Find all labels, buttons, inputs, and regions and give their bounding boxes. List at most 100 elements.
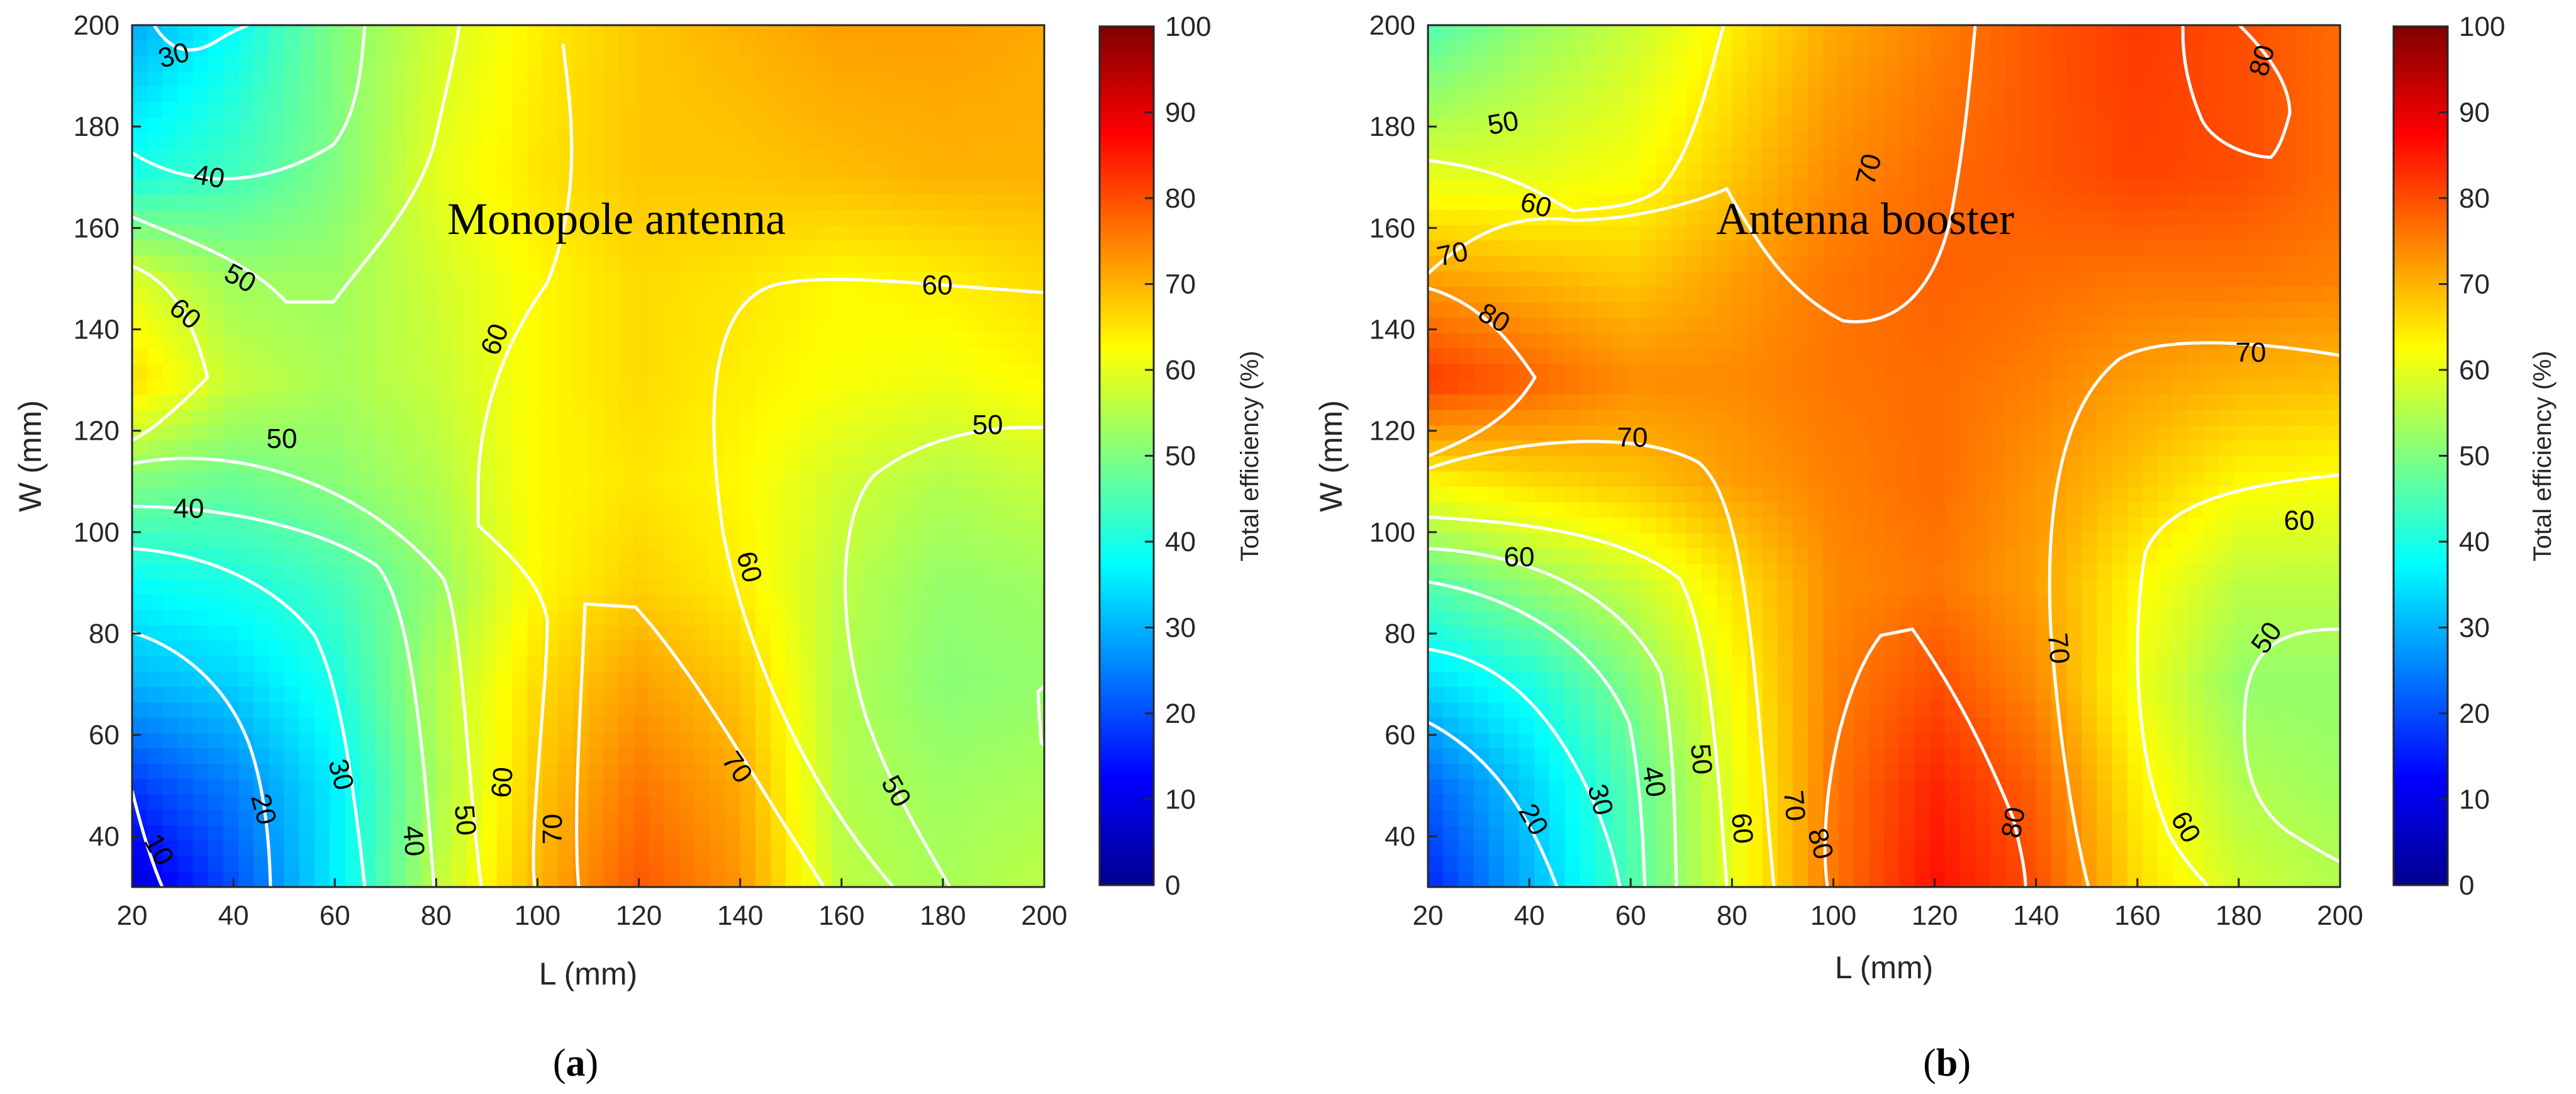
heatmap-cell [694,564,711,580]
heatmap-cell [649,517,665,534]
heatmap-cell [451,209,467,226]
heatmap-cell [162,502,179,518]
heatmap-cell [375,825,391,842]
heatmap-cell [345,840,361,857]
heatmap-cell [284,764,300,780]
heatmap-cell [998,856,1015,873]
heatmap-cell [892,179,908,195]
heatmap-cell [147,333,164,349]
heatmap-cell [725,55,741,72]
heatmap-cell [633,379,650,395]
heatmap-cell [557,548,574,565]
heatmap-cell [801,625,817,642]
heatmap-cell [1944,348,1961,365]
heatmap-cell [1671,225,1687,242]
heatmap-cell [390,394,406,411]
heatmap-cell [360,748,376,765]
heatmap-cell [953,255,969,272]
heatmap-cell [771,25,786,42]
heatmap-cell [390,179,406,195]
heatmap-cell [846,317,862,334]
heatmap-cell [2021,364,2037,380]
heatmap-cell [238,702,255,718]
heatmap-cell [299,856,315,873]
heatmap-cell [725,179,741,195]
heatmap-cell [406,425,421,442]
heatmap-cell [1488,209,1505,226]
heatmap-cell [299,548,315,565]
heatmap-cell [664,86,680,103]
heatmap-cell [1656,302,1672,318]
heatmap-cell [740,425,756,442]
heatmap-cell [801,209,817,226]
heatmap-cell [192,733,209,749]
heatmap-cell [1732,333,1748,349]
heatmap-cell [694,148,711,164]
heatmap-cell [421,25,437,42]
heatmap-cell [801,548,817,565]
heatmap-cell [269,102,285,118]
heatmap-cell [618,795,635,811]
heatmap-cell [649,533,665,549]
heatmap-cell [1793,55,1809,72]
heatmap-cell [254,564,270,580]
heatmap-cell [1762,86,1778,103]
heatmap-cell [177,764,194,780]
heatmap-cell [1853,25,1870,42]
heatmap-cell [2082,25,2098,42]
heatmap-cell [542,209,559,226]
heatmap-cell [299,317,315,334]
heatmap-cell [831,610,847,626]
heatmap-cell [2112,286,2128,303]
heatmap-cell [269,302,285,318]
heatmap-cell [2218,55,2234,72]
heatmap-cell [2127,148,2143,164]
heatmap-cell [1519,117,1535,134]
heatmap-cell [831,748,847,765]
heatmap-cell [603,640,620,657]
heatmap-cell [375,102,391,118]
heatmap-cell [2142,225,2158,242]
heatmap-cell [892,102,908,118]
heatmap-cell [572,255,589,272]
heatmap-cell [1013,579,1030,595]
heatmap-cell [862,317,878,334]
heatmap-cell [1990,286,2007,303]
heatmap-cell [1944,86,1961,103]
heatmap-cell [968,871,984,888]
heatmap-cell [2324,286,2341,303]
heatmap-cell [1013,686,1030,703]
heatmap-cell [2082,302,2098,318]
heatmap-cell [254,364,270,380]
heatmap-cell [147,179,164,195]
heatmap-cell [1914,255,1931,272]
heatmap-cell [907,548,923,565]
heatmap-cell [436,795,452,811]
heatmap-cell [1702,271,1717,287]
heatmap-cell [664,425,680,442]
heatmap-cell [2066,40,2082,57]
heatmap-cell [1929,271,1946,287]
heatmap-cell [1944,102,1961,118]
heatmap-cell [2051,102,2067,118]
heatmap-cell [527,856,544,873]
heatmap-cell [877,117,893,134]
heatmap-cell [649,702,665,718]
heatmap-cell [315,686,330,703]
heatmap-cell [557,394,574,411]
heatmap-cell [192,425,209,442]
heatmap-cell [2294,286,2311,303]
heatmap-cell [831,164,847,180]
heatmap-cell [1564,25,1581,42]
heatmap-cell [968,333,984,349]
heatmap-cell [572,364,589,380]
heatmap-cell [603,548,620,565]
heatmap-cell [406,86,421,103]
heatmap-cell [1823,286,1839,303]
heatmap-cell [1702,364,1717,380]
heatmap-cell [1443,410,1459,426]
heatmap-cell [1762,271,1778,287]
heatmap-cell [877,71,893,87]
heatmap-cell [1580,271,1596,287]
heatmap-cell [786,164,802,180]
